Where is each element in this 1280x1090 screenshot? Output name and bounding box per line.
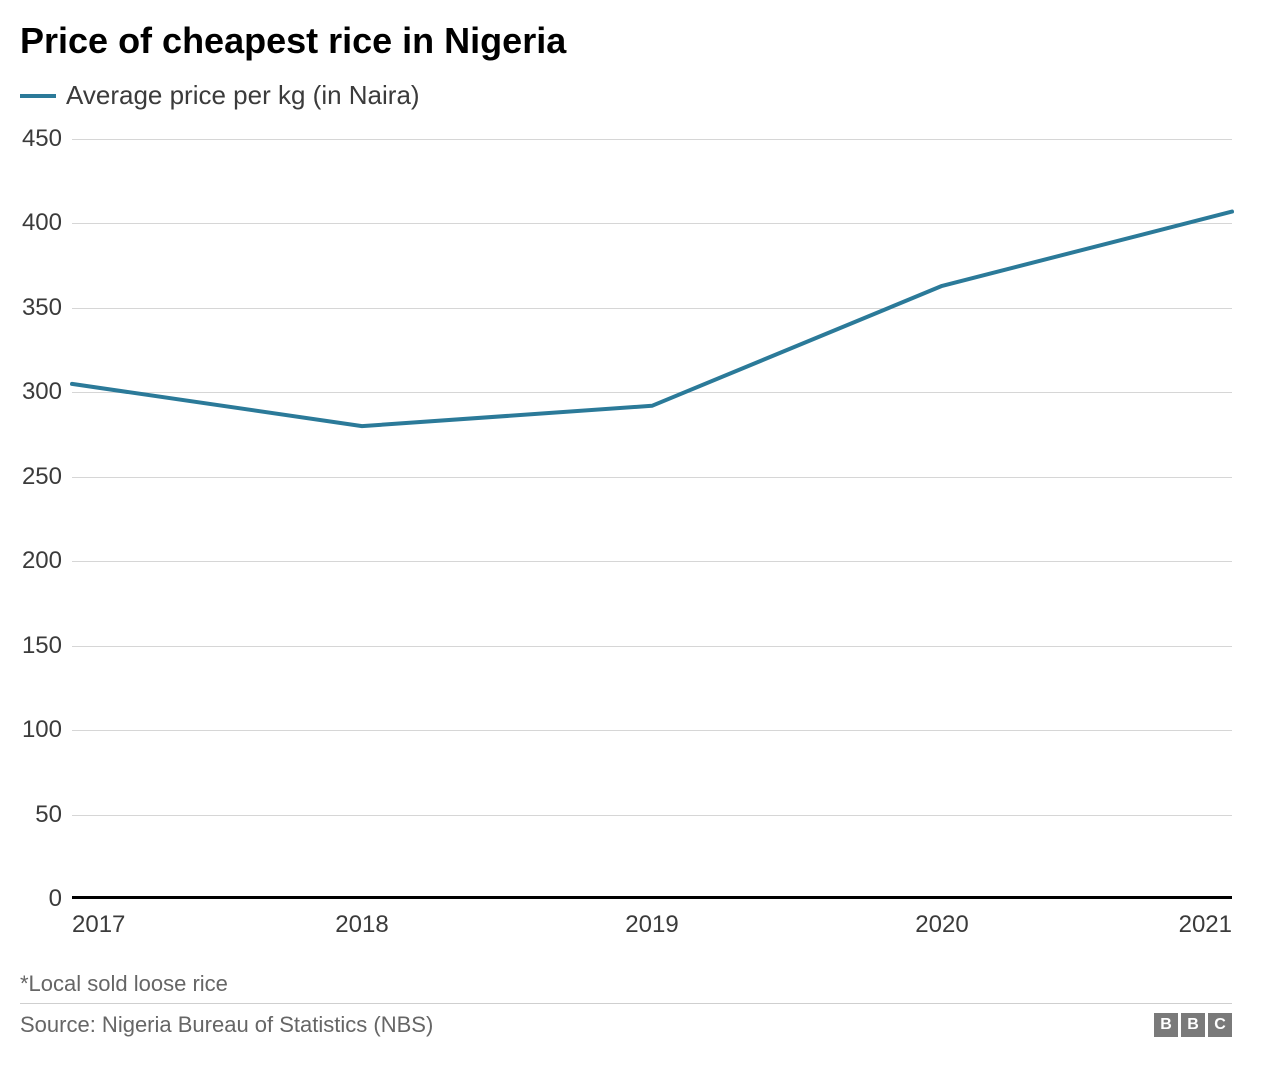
- bbc-logo-box: B: [1181, 1013, 1205, 1037]
- x-tick-label: 2020: [915, 911, 968, 939]
- x-tick-label: 2017: [72, 911, 125, 939]
- y-tick-label: 400: [22, 209, 62, 237]
- legend-swatch: [20, 94, 56, 98]
- x-tick-label: 2021: [1179, 911, 1232, 939]
- footnote: *Local sold loose rice: [20, 971, 1232, 997]
- plot-area: [72, 139, 1232, 899]
- bbc-logo-box: C: [1208, 1013, 1232, 1037]
- y-tick-label: 350: [22, 294, 62, 322]
- bbc-logo: BBC: [1154, 1013, 1232, 1037]
- y-tick-label: 100: [22, 716, 62, 744]
- line-series: [72, 139, 1232, 899]
- legend: Average price per kg (in Naira): [20, 80, 1232, 111]
- y-tick-label: 150: [22, 632, 62, 660]
- y-tick-label: 300: [22, 378, 62, 406]
- chart-container: Price of cheapest rice in Nigeria Averag…: [0, 0, 1280, 1058]
- y-tick-label: 50: [35, 801, 62, 829]
- x-axis-labels: 2017 2018 2019 2020 2021: [72, 905, 1232, 949]
- x-axis: [72, 896, 1232, 899]
- x-tick-label: 2018: [335, 911, 388, 939]
- source-row: Source: Nigeria Bureau of Statistics (NB…: [20, 1003, 1232, 1038]
- x-tick-label: 2019: [625, 911, 678, 939]
- y-tick-label: 450: [22, 125, 62, 153]
- y-tick-label: 200: [22, 547, 62, 575]
- bbc-logo-box: B: [1154, 1013, 1178, 1037]
- chart-title: Price of cheapest rice in Nigeria: [20, 20, 1232, 62]
- source-text: Source: Nigeria Bureau of Statistics (NB…: [20, 1012, 433, 1038]
- y-tick-label: 250: [22, 463, 62, 491]
- series-line: [72, 212, 1232, 427]
- y-tick-label: 0: [49, 885, 62, 913]
- legend-label: Average price per kg (in Naira): [66, 80, 420, 111]
- plot-outer: 050100150200250300350400450 201720182019…: [20, 139, 1232, 949]
- y-axis-labels: 050100150200250300350400450: [20, 139, 72, 899]
